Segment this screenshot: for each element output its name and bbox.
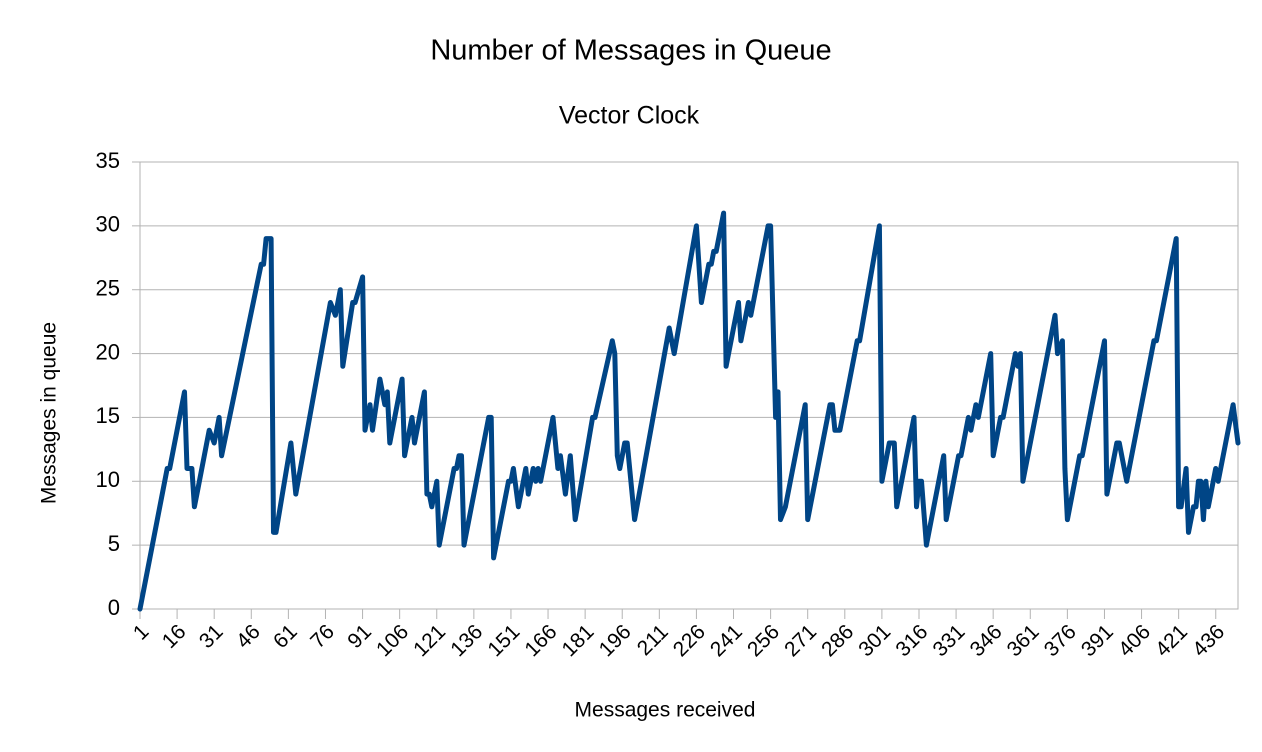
y-tick-label: 5: [108, 531, 120, 556]
chart-subtitle: Vector Clock: [559, 102, 700, 130]
y-tick-label: 20: [96, 339, 120, 364]
plot-border: [139, 161, 1239, 610]
chart-title: Number of Messages in Queue: [430, 35, 831, 67]
y-tick-label: 15: [96, 403, 120, 428]
y-tick-label: 0: [108, 595, 120, 620]
series-line: [137, 210, 1241, 612]
y-tick-label: 35: [96, 148, 120, 173]
x-axis-label: Messages received: [575, 699, 756, 722]
y-tick-label: 30: [96, 212, 120, 237]
y-axis-label: Messages in queue: [38, 322, 61, 504]
y-tick-label: 10: [96, 467, 120, 492]
y-tick-label: 25: [96, 276, 120, 301]
